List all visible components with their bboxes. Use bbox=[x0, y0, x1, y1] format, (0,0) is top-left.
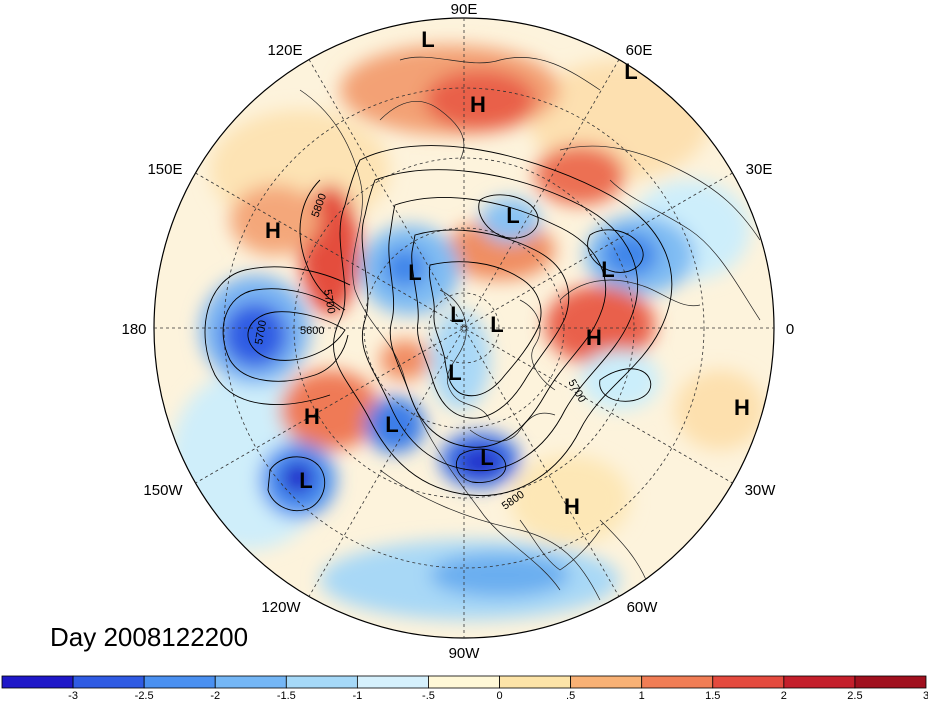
pressure-center-label: H bbox=[564, 494, 580, 519]
pressure-center-label: L bbox=[490, 312, 503, 337]
longitude-label: 60W bbox=[627, 599, 659, 616]
pressure-center-label: L bbox=[450, 302, 463, 327]
longitude-label: 180 bbox=[121, 321, 146, 338]
colorbar-tick-label: -2 bbox=[210, 690, 220, 702]
colorbar-tick-label: -2.5 bbox=[135, 690, 154, 702]
colorbar-tick-label: 2.5 bbox=[847, 690, 862, 702]
pressure-center-label: H bbox=[734, 395, 750, 420]
colorbar-swatch bbox=[641, 675, 714, 689]
colorbar-tick-label: 1.5 bbox=[705, 690, 720, 702]
pressure-center-label: L bbox=[421, 27, 434, 52]
coastlines bbox=[299, 56, 761, 601]
contour-label: 5700 bbox=[321, 288, 337, 314]
pressure-center-label: L bbox=[408, 260, 421, 285]
colorbar: -3 -2.5 -2 -1.5 -1 -.5 0 .5 1 1.5 2 2.5 3 bbox=[1, 675, 928, 702]
contour-label: 5700 bbox=[253, 319, 269, 345]
pressure-centers: L L H L L H L L L H L L H H L L H bbox=[265, 27, 750, 519]
longitude-labels: 90E 60E 30E 0 30W 60W 90W 120W 150W 180 … bbox=[121, 1, 794, 662]
longitude-label: 90E bbox=[451, 1, 478, 18]
colorbar-swatch bbox=[1, 675, 74, 689]
colorbar-tick-label: -3 bbox=[68, 690, 78, 702]
colorbar-tick-label: -1 bbox=[352, 690, 362, 702]
colorbar-swatch bbox=[854, 675, 927, 689]
map-title: Day 2008122200 bbox=[50, 622, 248, 652]
longitude-label: 90W bbox=[449, 645, 481, 662]
longitude-label: 60E bbox=[626, 42, 653, 59]
colorbar-swatch bbox=[428, 675, 500, 689]
colorbar-swatch bbox=[356, 675, 429, 689]
pressure-center-label: H bbox=[265, 218, 281, 243]
longitude-label: 150E bbox=[147, 161, 182, 178]
pressure-center-label: H bbox=[304, 404, 320, 429]
colorbar-swatch bbox=[214, 675, 287, 689]
colorbar-swatch bbox=[783, 675, 856, 689]
pressure-center-label: L bbox=[299, 468, 312, 493]
pressure-center-label: L bbox=[506, 203, 519, 228]
pressure-center-label: H bbox=[470, 92, 486, 117]
pressure-center-label: L bbox=[480, 445, 493, 470]
graticule bbox=[154, 18, 774, 638]
height-contours bbox=[204, 145, 673, 512]
colorbar-tick-label: -.5 bbox=[422, 690, 435, 702]
longitude-label: 30W bbox=[745, 482, 777, 499]
colorbar-tick-label: .5 bbox=[566, 690, 575, 702]
pressure-center-label: H bbox=[586, 325, 602, 350]
pressure-center-label: L bbox=[448, 360, 461, 385]
pressure-center-label: L bbox=[601, 257, 614, 282]
pressure-center-label: L bbox=[385, 412, 398, 437]
longitude-label: 150W bbox=[143, 482, 183, 499]
anomaly-field bbox=[154, 18, 774, 638]
colorbar-tick-label: 2 bbox=[781, 690, 787, 702]
colorbar-swatch bbox=[499, 675, 572, 689]
pressure-center-label: L bbox=[624, 59, 637, 84]
longitude-label: 0 bbox=[786, 321, 794, 338]
colorbar-tick-label: 1 bbox=[639, 690, 645, 702]
colorbar-tick-label: 3 bbox=[923, 690, 928, 702]
colorbar-swatch bbox=[72, 675, 145, 689]
colorbar-swatch bbox=[143, 675, 216, 689]
colorbar-swatch bbox=[285, 675, 358, 689]
longitude-label: 120W bbox=[261, 599, 301, 616]
colorbar-swatch bbox=[712, 675, 785, 689]
contour-label: 5600 bbox=[300, 325, 324, 337]
longitude-label: 120E bbox=[267, 42, 302, 59]
colorbar-tick-label: 0 bbox=[496, 690, 502, 702]
colorbar-swatch bbox=[570, 675, 643, 689]
longitude-label: 30E bbox=[746, 161, 773, 178]
colorbar-tick-label: -1.5 bbox=[277, 690, 296, 702]
